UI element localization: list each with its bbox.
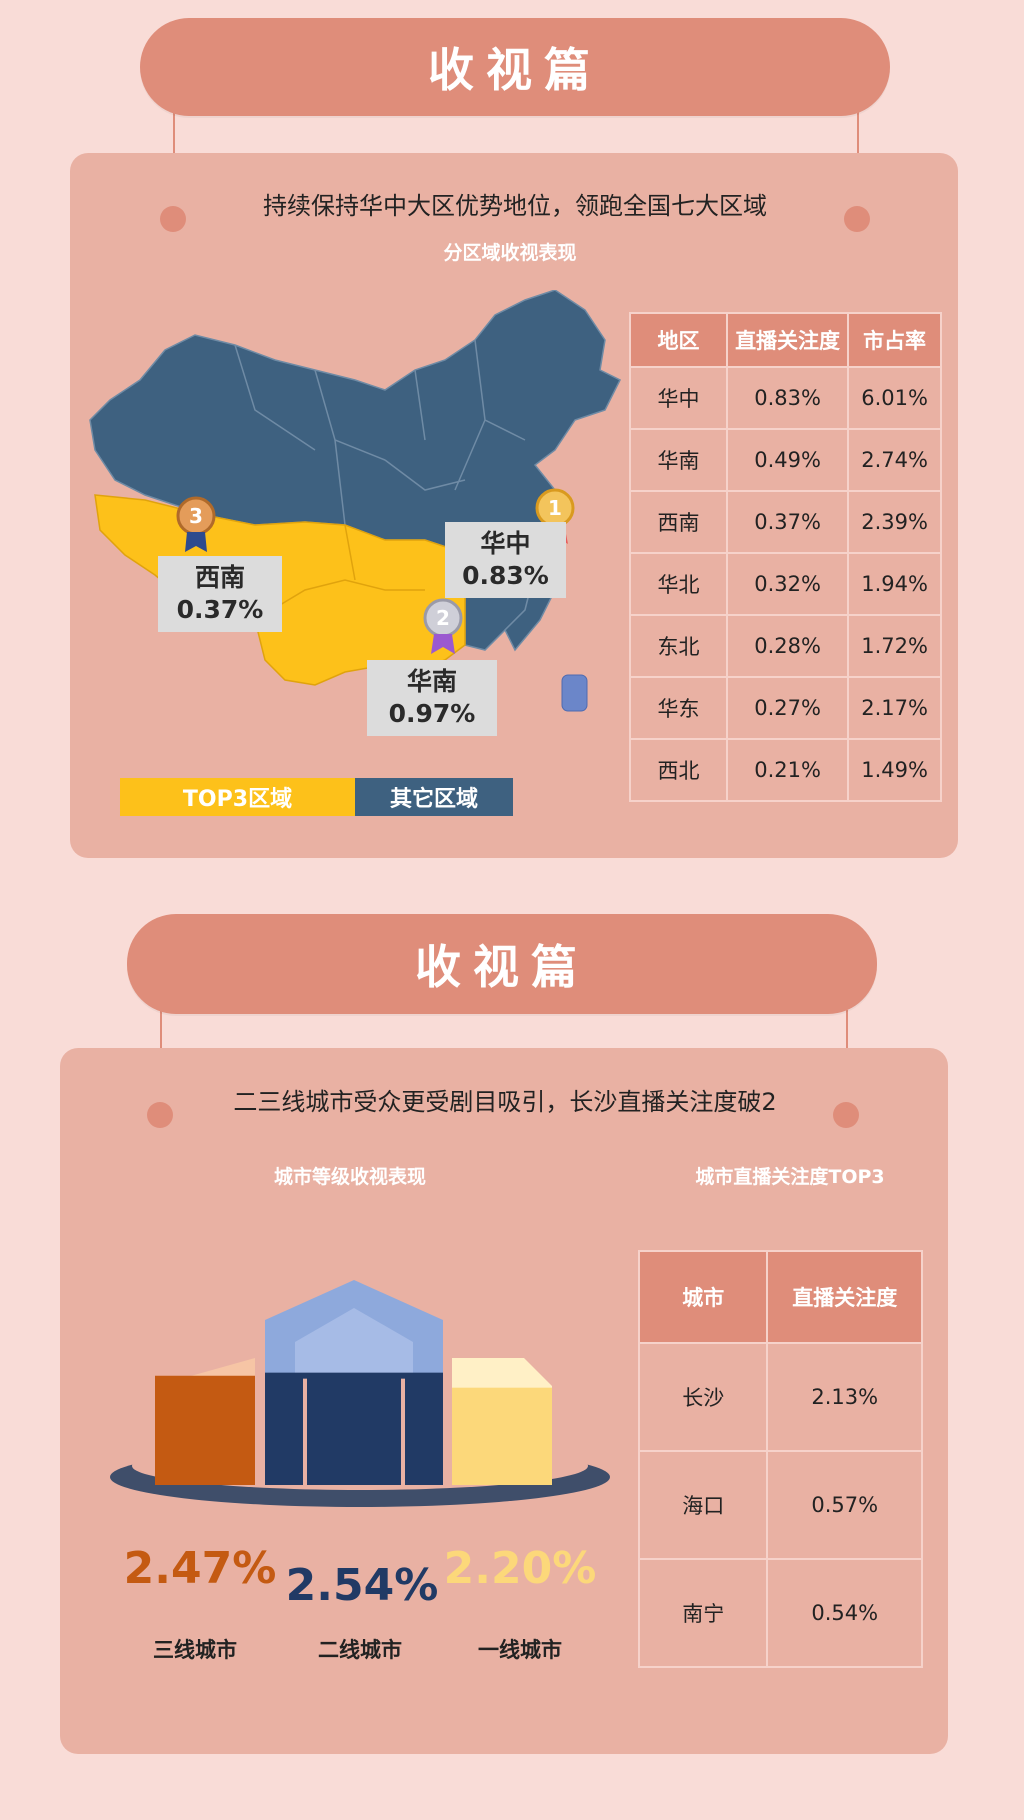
region-table: 地区 直播关注度 市占率 华中 0.83% 6.01% 华南 0.49% 2.74% 西南 0.3… — [628, 312, 942, 802]
city-table-cell: 0.54% — [766, 1558, 923, 1668]
city-table-row: 长沙 2.13% — [637, 1342, 923, 1452]
region-table-cell: 华中 — [628, 366, 729, 430]
category-label-tier1: 一线城市 — [478, 1638, 562, 1662]
region-table-row: 华中 0.83% 6.01% — [628, 366, 942, 430]
region-table-header-cell: 直播关注度 — [726, 312, 850, 368]
map-legend: TOP3区域 其它区域 — [120, 778, 513, 816]
map-label-huazhong-name: 华中 — [480, 529, 531, 558]
value-label-tier1: 2.20% — [443, 1543, 597, 1594]
section2-subtitle: 二三线城市受众更受剧目吸引，长沙直播关注度破2 — [233, 1088, 777, 1116]
medal-2-icon: 2 — [423, 598, 463, 654]
region-table-cell: 0.27% — [726, 676, 850, 740]
region-table-cell: 0.37% — [726, 490, 850, 554]
value-label-tier2: 2.54% — [285, 1560, 439, 1611]
region-table-cell: 华南 — [628, 428, 729, 492]
region-table-cell: 0.83% — [726, 366, 850, 430]
region-table-cell: 西北 — [628, 738, 729, 802]
region-table-cell: 6.01% — [847, 366, 942, 430]
region-table-cell: 华东 — [628, 676, 729, 740]
region-table-row: 华南 0.49% 2.74% — [628, 428, 942, 492]
map-label-xinan-value: 0.37% — [176, 595, 264, 624]
region-table-row: 西南 0.37% 2.39% — [628, 490, 942, 554]
region-table-cell: 0.28% — [726, 614, 850, 678]
region-table-cell: 0.49% — [726, 428, 850, 492]
region-table-cell: 0.32% — [726, 552, 850, 616]
medal-1-rank: 1 — [548, 496, 562, 520]
section1-banner: 收视篇 — [140, 18, 890, 116]
region-chart-title: 分区域收视表现 — [443, 242, 577, 264]
city-table-cell: 长沙 — [637, 1342, 769, 1452]
map-label-huanan-value: 0.97% — [388, 699, 476, 728]
region-table-cell: 东北 — [628, 614, 729, 678]
city-table-cell: 0.57% — [766, 1450, 923, 1560]
city-table-row: 海口 0.57% — [637, 1450, 923, 1560]
city-table-cell: 海口 — [637, 1450, 769, 1560]
region-table-row: 华北 0.32% 1.94% — [628, 552, 942, 616]
city-table-row: 南宁 0.54% — [637, 1558, 923, 1668]
region-table-cell: 2.74% — [847, 428, 942, 492]
region-table-cell: 2.17% — [847, 676, 942, 740]
panel2-dot-right — [833, 1102, 859, 1128]
city-table-header-cell: 直播关注度 — [766, 1250, 923, 1344]
map-label-huazhong-value: 0.83% — [462, 561, 549, 590]
category-label-tier3: 三线城市 — [153, 1638, 237, 1662]
section1-subtitle: 持续保持华中大区优势地位，领跑全国七大区域 — [263, 192, 767, 220]
medal-3-icon: 3 — [176, 496, 216, 552]
region-table-cell: 1.49% — [847, 738, 942, 802]
city-top3-title: 城市直播关注度TOP3 — [695, 1166, 885, 1188]
bar-tier2 — [265, 1372, 443, 1485]
panel-dot-right — [844, 206, 870, 232]
city-table-header-cell: 城市 — [637, 1250, 769, 1344]
map-label-xinan-name: 西南 — [194, 563, 245, 592]
city-table-header: 城市 直播关注度 — [637, 1250, 923, 1344]
region-table-cell: 华北 — [628, 552, 729, 616]
map-label-huanan-name: 华南 — [406, 667, 457, 696]
value-label-tier3: 2.47% — [123, 1543, 277, 1594]
legend-top3: TOP3区域 — [120, 778, 355, 816]
map-label-huanan: 华南 0.97% — [367, 660, 497, 736]
category-label-tier2: 二线城市 — [318, 1638, 402, 1662]
region-table-row: 西北 0.21% 1.49% — [628, 738, 942, 802]
bar-tier1 — [452, 1387, 552, 1485]
bar-tier3 — [155, 1375, 255, 1485]
city-tier-chart-title: 城市等级收视表现 — [273, 1166, 426, 1188]
map-label-huazhong: 华中 0.83% — [445, 522, 566, 598]
region-table-header: 地区 直播关注度 市占率 — [628, 312, 942, 368]
panel2-dot-left — [147, 1102, 173, 1128]
region-table-header-cell: 地区 — [628, 312, 729, 368]
section2-banner: 收视篇 — [127, 914, 877, 1014]
city-table-cell: 2.13% — [766, 1342, 923, 1452]
region-table-cell: 2.39% — [847, 490, 942, 554]
medal-2-rank: 2 — [436, 606, 450, 630]
region-table-cell: 0.21% — [726, 738, 850, 802]
medal-3-rank: 3 — [189, 504, 203, 528]
region-table-cell: 西南 — [628, 490, 729, 554]
region-table-cell: 1.72% — [847, 614, 942, 678]
region-table-header-cell: 市占率 — [847, 312, 942, 368]
city-table: 城市 直播关注度 长沙 2.13% 海口 0.57% 南宁 0.54% — [637, 1250, 923, 1668]
legend-other: 其它区域 — [355, 778, 513, 816]
region-table-cell: 1.94% — [847, 552, 942, 616]
city-table-cell: 南宁 — [637, 1558, 769, 1668]
city-tier-chart — [110, 1280, 610, 1507]
region-table-row: 华东 0.27% 2.17% — [628, 676, 942, 740]
region-table-row: 东北 0.28% 1.72% — [628, 614, 942, 678]
map-label-xinan: 西南 0.37% — [158, 556, 282, 632]
panel-dot-left — [160, 206, 186, 232]
